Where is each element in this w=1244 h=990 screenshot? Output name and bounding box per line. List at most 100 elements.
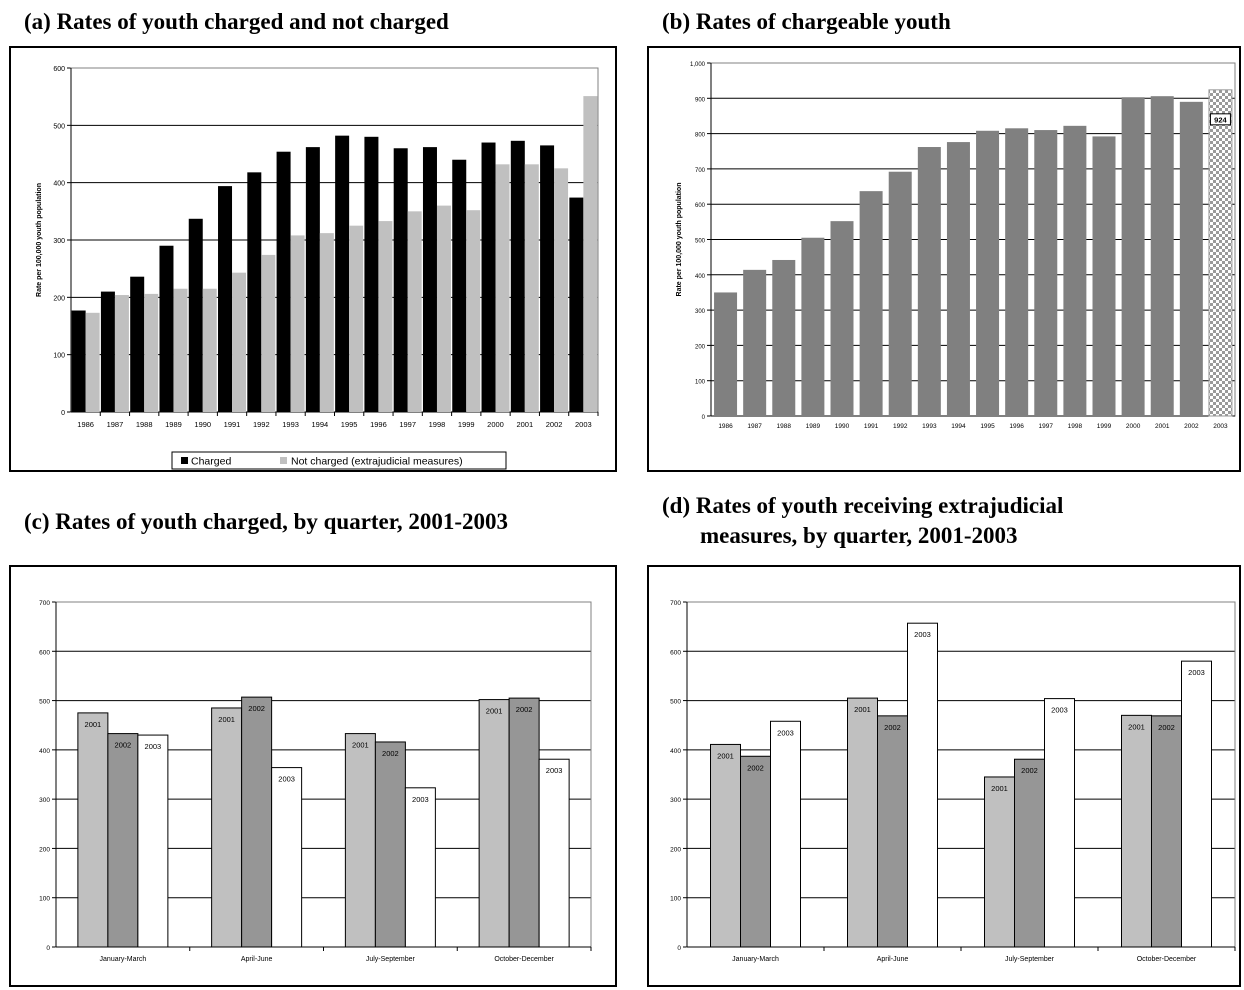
bar-2003 [271,767,303,948]
y-tick-label: 0 [677,945,681,952]
bar-charged [510,140,525,412]
y-tick-label: 700 [670,600,681,607]
legend-label-not-charged: Not charged (extrajudicial measures) [291,456,463,468]
bar-2003 [770,720,801,948]
bar-2002 [241,696,273,948]
bar-not-charged [407,211,422,412]
data-label: 924 [1214,115,1227,124]
bar-not-charged [554,168,569,412]
x-tick-label: 1989 [165,420,182,429]
data-label-2002: 2002 [884,723,901,732]
x-tick-label: 2002 [1184,423,1199,430]
x-tick-label: 1988 [777,423,792,430]
y-tick-label: 200 [39,846,50,853]
chart-a-panel: 0 100 200 300 400 500 600 Rate per 100,000 yout… [9,46,617,472]
x-tick-label: 1996 [370,420,387,429]
x-tick-label: 1997 [1039,423,1054,430]
y-tick-label: 1,000 [690,62,706,68]
x-tick-label: 1989 [806,423,821,430]
bar-not-charged [85,312,100,412]
bar-not-charged [319,233,334,412]
bar-not-charged [436,205,451,412]
y-tick-label: 700 [695,168,706,174]
bar-chargeable [1034,130,1058,416]
chart-b: 0 100 200 300 400 500 600 700 800 900 1,000 Rate pe… [676,62,1236,430]
bar-2001 [847,697,878,948]
bar-chargeable [1121,97,1145,416]
legend-label-charged: Charged [191,456,231,468]
bar-2003 [137,734,169,948]
bar-charged [188,218,203,412]
x-tick-label: 2000 [487,420,504,429]
x-tick-label: 2000 [1126,423,1141,430]
y-tick-label: 600 [53,66,65,73]
bar-not-charged [349,225,364,412]
y-tick-label: 600 [39,649,50,656]
data-label-2003: 2003 [278,775,295,784]
x-tick-label: 1990 [194,420,211,429]
x-tick-label: 2002 [546,420,563,429]
bar-not-charged [466,210,481,412]
bar-charged [100,291,115,412]
bar-chargeable [1208,89,1233,417]
data-label-2001: 2001 [717,751,734,760]
y-tick-label: 300 [53,238,65,245]
y-tick-label: 400 [695,274,706,280]
data-label-2003: 2003 [412,795,429,804]
bar-chargeable [1179,101,1203,416]
bar-charged [393,148,408,412]
y-tick-label: 100 [53,353,65,360]
legend-box [171,451,507,470]
chart-a: 0 100 200 300 400 500 600 Rate per 100,000 yout… [36,66,599,470]
bar-not-charged [524,164,539,412]
data-label-2001: 2001 [854,705,871,714]
chart-c: 0 100 200 300 400 500 600 700 2001 2002 2003 Januar… [39,600,592,963]
x-tick-label: 1992 [253,420,270,429]
y-tick-label: 300 [695,309,706,315]
bar-not-charged [495,164,510,412]
x-tick-label: October-December [1137,956,1197,963]
y-tick-label: 100 [39,896,50,903]
x-tick-label: April-June [877,956,909,963]
x-tick-label: July-September [366,956,416,963]
bar-2001 [984,776,1015,948]
bar-2002 [1151,715,1182,948]
bar-not-charged [290,235,305,412]
data-label-2001: 2001 [486,707,503,716]
y-tick-label: 200 [695,344,706,350]
x-tick-label: 1991 [864,423,879,430]
bar-chargeable [772,259,796,416]
bar-2003 [538,758,570,948]
data-label-2003: 2003 [1188,668,1205,677]
bar-charged [569,197,584,412]
x-tick-label: 1986 [718,423,733,430]
bar-2003 [1181,660,1212,948]
data-label-2002: 2002 [516,705,533,714]
x-tick-label: 1994 [312,420,329,429]
bar-chargeable [888,171,912,416]
x-tick-label: 1987 [747,423,762,430]
x-tick-label: 1998 [1068,423,1083,430]
bar-charged [71,310,86,412]
x-tick-label: 1995 [341,420,358,429]
chart-d: 0 100 200 300 400 500 600 700 2001 2002 2003 Januar… [670,600,1236,963]
bar-not-charged [232,272,247,412]
data-label-2003: 2003 [1051,706,1068,715]
x-tick-label: 1999 [1097,423,1112,430]
y-tick-label: 0 [61,410,65,417]
bar-charged [481,142,496,412]
y-tick-label: 700 [39,600,50,607]
x-tick-label: July-September [1005,956,1055,963]
x-tick-label: October-December [494,956,554,963]
x-tick-label: 1992 [893,423,908,430]
y-tick-label: 500 [39,699,50,706]
data-label-2001: 2001 [1128,722,1145,731]
x-tick-label: 1995 [980,423,995,430]
y-tick-label: 200 [670,846,681,853]
data-label-2002: 2002 [382,749,399,758]
x-tick-label: 2003 [575,420,592,429]
bar-2002 [374,741,406,948]
bar-not-charged [378,221,393,412]
legend-swatch-not-charged [280,457,287,464]
data-label-2002: 2002 [1158,723,1175,732]
